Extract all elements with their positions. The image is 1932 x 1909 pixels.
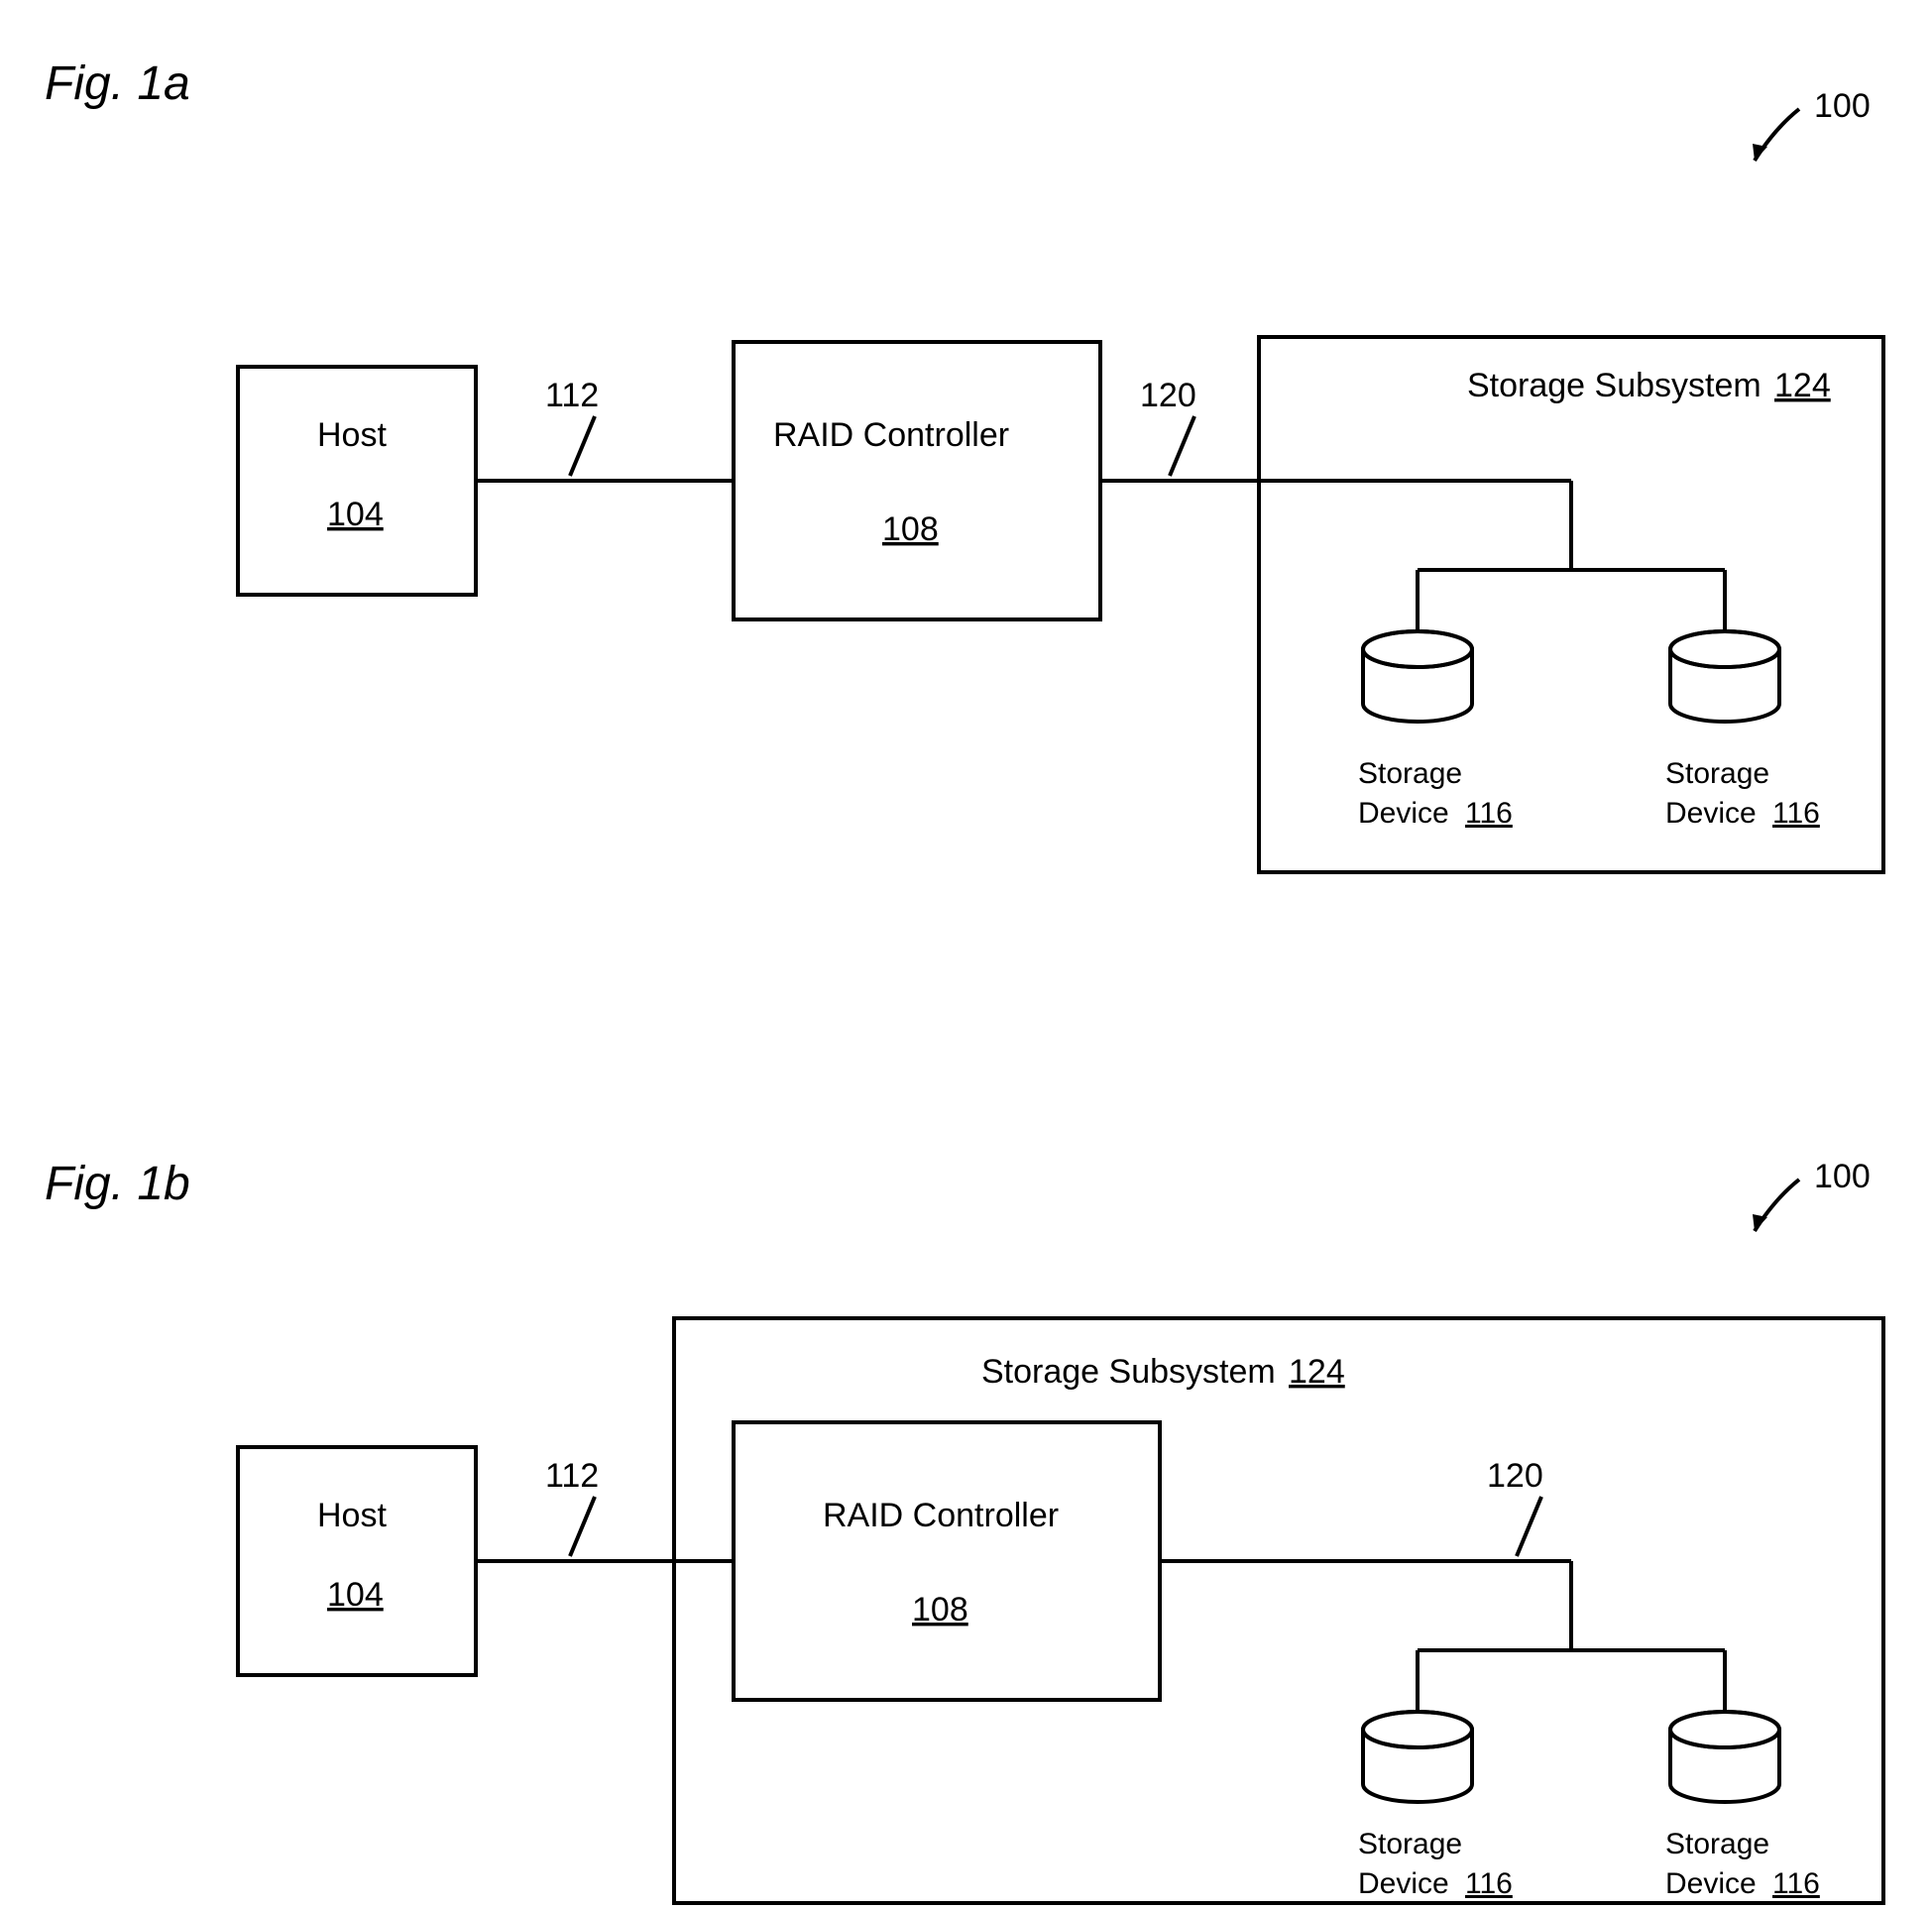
fig-b-raid: RAID Controller 108 xyxy=(734,1422,1160,1700)
fig-a-host-label: Host xyxy=(317,416,387,454)
fig-a-dev2-l1: Storage xyxy=(1665,757,1769,790)
fig-a-host-num: 104 xyxy=(327,496,384,533)
fig-a-raid: RAID Controller 108 xyxy=(734,342,1100,619)
fig-b-dev2-l2: Device xyxy=(1665,1867,1757,1900)
fig-a-ref-label: 100 xyxy=(1814,87,1871,125)
fig-a-conn-112: 112 xyxy=(476,377,734,481)
fig-a-dev2-num: 116 xyxy=(1772,797,1820,830)
fig-a-title: Fig. 1a xyxy=(45,57,190,110)
fig-a-host: Host 104 xyxy=(238,367,476,595)
fig-b-conn2-label: 120 xyxy=(1487,1457,1543,1495)
fig-a-subsystem-num: 124 xyxy=(1774,367,1831,404)
fig-a-raid-label: RAID Controller xyxy=(773,416,1009,454)
fig-b-ref-arrow: 100 xyxy=(1753,1158,1871,1231)
fig-b-bus xyxy=(1418,1561,1725,1715)
fig-b-dev2-num: 116 xyxy=(1772,1867,1820,1900)
fig-a-raid-num: 108 xyxy=(882,510,939,548)
fig-b-raid-label: RAID Controller xyxy=(823,1497,1059,1534)
fig-a-dev1-l1: Storage xyxy=(1358,757,1462,790)
fig-b-host-num: 104 xyxy=(327,1576,384,1614)
fig-b-conn-120: 120 xyxy=(1160,1457,1571,1561)
fig-b-device-2: Storage Device 116 xyxy=(1665,1712,1820,1900)
fig-b-dev1-num: 116 xyxy=(1465,1867,1513,1900)
fig-a-subsystem: Storage Subsystem 124 Storage Device 116… xyxy=(1259,337,1883,872)
fig-a-subsystem-label: Storage Subsystem xyxy=(1467,367,1762,404)
fig-b-conn-112: 112 xyxy=(476,1457,734,1561)
fig-b-dev2-l1: Storage xyxy=(1665,1828,1769,1860)
fig-b-device-1: Storage Device 116 xyxy=(1358,1712,1513,1900)
fig-a-conn2-label: 120 xyxy=(1140,377,1196,414)
fig-b-subsystem-label: Storage Subsystem xyxy=(981,1353,1276,1391)
fig-b-ref-label: 100 xyxy=(1814,1158,1871,1195)
fig-b-dev1-l1: Storage xyxy=(1358,1828,1462,1860)
fig-a-device-1: Storage Device 116 xyxy=(1358,631,1513,830)
fig-a-dev1-num: 116 xyxy=(1465,797,1513,830)
fig-b-subsystem: Storage Subsystem 124 xyxy=(674,1318,1883,1903)
fig-b-host: Host 104 xyxy=(238,1447,476,1675)
fig-b-raid-num: 108 xyxy=(912,1591,968,1628)
fig-b-conn1-label: 112 xyxy=(545,1457,599,1495)
fig-b-title: Fig. 1b xyxy=(45,1158,190,1210)
fig-a-ref-arrow: 100 xyxy=(1753,87,1871,161)
fig-b-host-label: Host xyxy=(317,1497,387,1534)
fig-a-conn1-label: 112 xyxy=(545,377,599,414)
fig-a-dev2-l2: Device xyxy=(1665,797,1757,830)
fig-b-subsystem-num: 124 xyxy=(1289,1353,1345,1391)
fig-a-dev1-l2: Device xyxy=(1358,797,1449,830)
fig-a-device-2: Storage Device 116 xyxy=(1665,631,1820,830)
fig-b-dev1-l2: Device xyxy=(1358,1867,1449,1900)
diagram-svg: Fig. 1a 100 Host 104 112 RAID Controller… xyxy=(0,0,1932,1909)
